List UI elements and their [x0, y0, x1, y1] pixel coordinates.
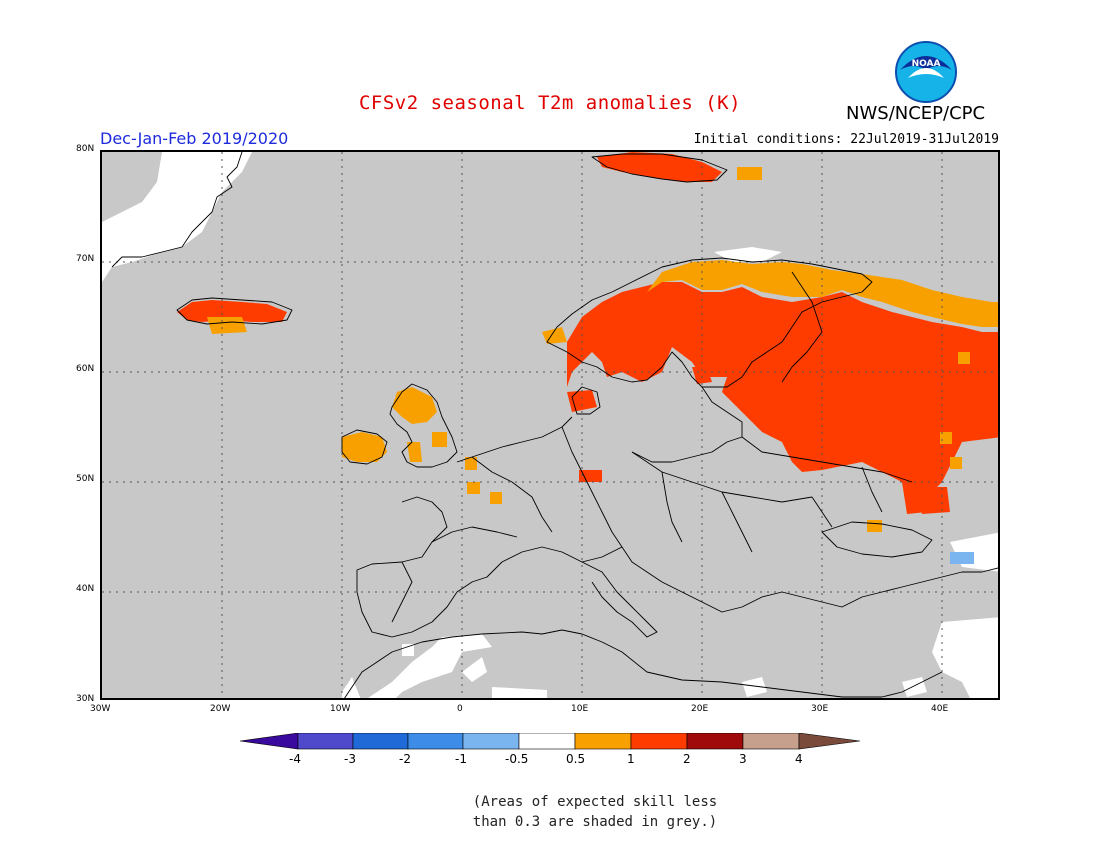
lon-tick: 30E: [811, 704, 829, 714]
africa-area: [402, 644, 414, 656]
colorbar-box: [407, 732, 464, 750]
agency-label: NWS/NCEP/CPC: [846, 103, 986, 124]
lat-tick: 50N: [76, 474, 95, 484]
region-crimea: [867, 520, 882, 532]
region-russia-dot: [958, 352, 970, 364]
region-scotland: [392, 387, 437, 424]
region-russia-dot: [940, 432, 952, 444]
region-caucasus-cold: [950, 552, 974, 564]
initial-conditions-label: Initial conditions: 22Jul2019-31Jul2019: [693, 132, 999, 147]
colorbar-box: [462, 732, 520, 750]
colorbar-arrow-low: [239, 732, 299, 750]
colorbar-box: [630, 732, 688, 750]
neutral-areas: [102, 152, 998, 698]
nordic-area: [714, 247, 782, 262]
footnote-line: (Areas of expected skill less: [472, 794, 718, 810]
region-baltic: [692, 367, 712, 384]
colorbar-box: [352, 732, 409, 750]
region-ukraine: [917, 487, 950, 514]
region-russia-dot: [950, 457, 962, 469]
colorbar-box: [518, 732, 576, 750]
footnote-line: than 0.3 are shaded in grey.): [472, 814, 718, 830]
colorbar-box: [742, 732, 800, 750]
mediterranean-area: [742, 677, 767, 697]
colorbar-label: -4: [289, 752, 301, 766]
region-svalbard: [597, 152, 722, 182]
lon-tick: 10W: [330, 704, 351, 714]
colorbar: [239, 732, 865, 757]
chart-title: CFSv2 seasonal T2m anomalies (K): [358, 92, 742, 114]
lat-tick: 40N: [76, 584, 95, 594]
mediterranean-area: [902, 677, 927, 697]
colorbar-label: 1: [627, 752, 635, 766]
lat-tick: 30N: [76, 694, 95, 704]
colorbar-label: 2: [683, 752, 691, 766]
region-russia-scandinavia: [567, 282, 998, 514]
colorbar-label: 4: [795, 752, 803, 766]
levant-area: [932, 617, 998, 698]
region-france: [490, 492, 502, 504]
colorbar-box: [297, 732, 354, 750]
anomaly-neg1-to-neg0p5: [950, 552, 974, 564]
greenland-area: [102, 152, 252, 282]
colorbar-label: 3: [739, 752, 747, 766]
colorbar-label: -1: [455, 752, 467, 766]
region-ireland: [342, 432, 387, 462]
graticule: [102, 152, 998, 698]
africa-area: [462, 657, 487, 682]
colorbar-box: [686, 732, 744, 750]
anomaly-1-to-2: [177, 152, 998, 514]
region-france-n: [467, 482, 480, 494]
colorbar-label: -0.5: [505, 752, 529, 766]
lon-tick: 10E: [571, 704, 589, 714]
region-belgium: [465, 457, 477, 470]
lon-tick: 40E: [931, 704, 949, 714]
noaa-logo-text: NOAA: [912, 59, 941, 69]
region-iceland-south: [207, 317, 247, 334]
coastlines: [111, 152, 998, 698]
noaa-logo: NOAA: [894, 40, 958, 108]
africa-area: [492, 687, 547, 698]
colorbar-arrow-high: [798, 732, 861, 750]
region-svalbard-south: [737, 167, 762, 180]
lat-tick: 60N: [76, 364, 95, 374]
region-germany: [579, 470, 602, 482]
region-england-east: [432, 432, 447, 447]
colorbar-label: 0.5: [566, 752, 586, 766]
lon-tick: 0: [457, 704, 463, 714]
footnote: (Areas of expected skill less than 0.3 a…: [0, 792, 1100, 832]
anomaly-map: [100, 150, 1000, 700]
colorbar-label: -3: [344, 752, 356, 766]
lat-tick: 70N: [76, 254, 95, 264]
lon-tick: 20W: [210, 704, 231, 714]
region-england: [407, 442, 422, 462]
colorbar-box: [574, 732, 632, 750]
lat-tick: 80N: [76, 144, 95, 154]
lon-tick: 30W: [90, 704, 111, 714]
africa-area: [368, 634, 492, 698]
region-iceland: [177, 300, 287, 322]
season-label: Dec-Jan-Feb 2019/2020: [100, 129, 289, 148]
lon-tick: 20E: [691, 704, 709, 714]
colorbar-label: -2: [399, 752, 411, 766]
